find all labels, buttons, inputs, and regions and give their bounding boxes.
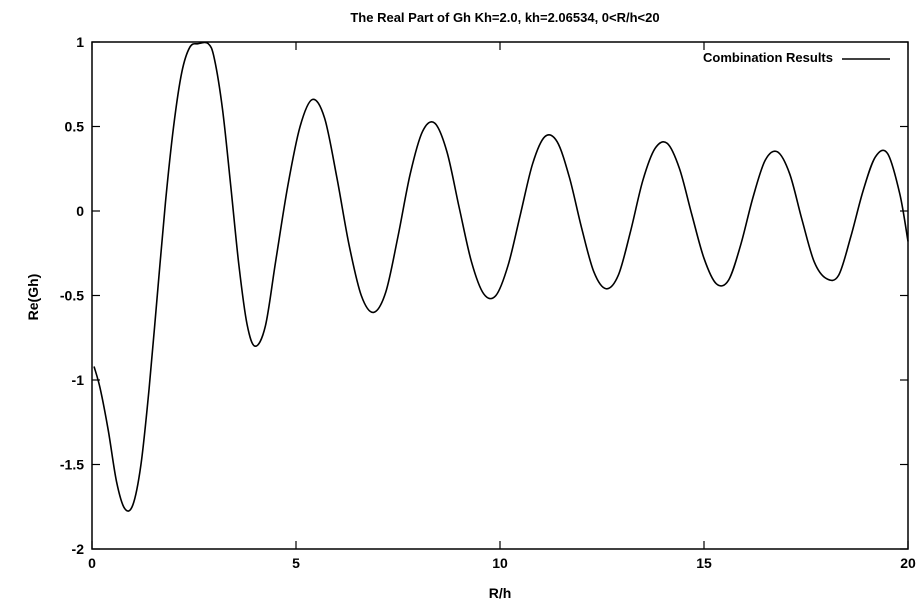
x-tick-label: 5 xyxy=(292,555,300,571)
x-tick-label: 15 xyxy=(696,555,712,571)
x-axis-ticks: 0 5 10 15 20 xyxy=(88,42,916,571)
y-tick-label: -2 xyxy=(72,541,85,557)
y-tick-label: 1 xyxy=(76,34,84,50)
y-tick-label: 0.5 xyxy=(65,119,85,135)
y-tick-label: 0 xyxy=(76,203,84,219)
plot-frame xyxy=(91,41,909,550)
y-tick-label: -0.5 xyxy=(60,288,84,304)
legend: Combination Results xyxy=(703,50,890,65)
y-tick-label: -1 xyxy=(72,372,85,388)
x-axis-label: R/h xyxy=(489,585,512,601)
series-line-combination-results xyxy=(93,41,909,512)
y-axis-ticks: 1 0.5 0 -0.5 -1 -1.5 -2 xyxy=(60,34,908,557)
x-tick-label: 10 xyxy=(492,555,508,571)
chart-title: The Real Part of Gh Kh=2.0, kh=2.06534, … xyxy=(350,10,659,25)
x-tick-label: 20 xyxy=(900,555,916,571)
y-tick-label: -1.5 xyxy=(60,457,84,473)
legend-label: Combination Results xyxy=(703,50,833,65)
y-axis-label: Re(Gh) xyxy=(25,274,41,321)
x-tick-label: 0 xyxy=(88,555,96,571)
